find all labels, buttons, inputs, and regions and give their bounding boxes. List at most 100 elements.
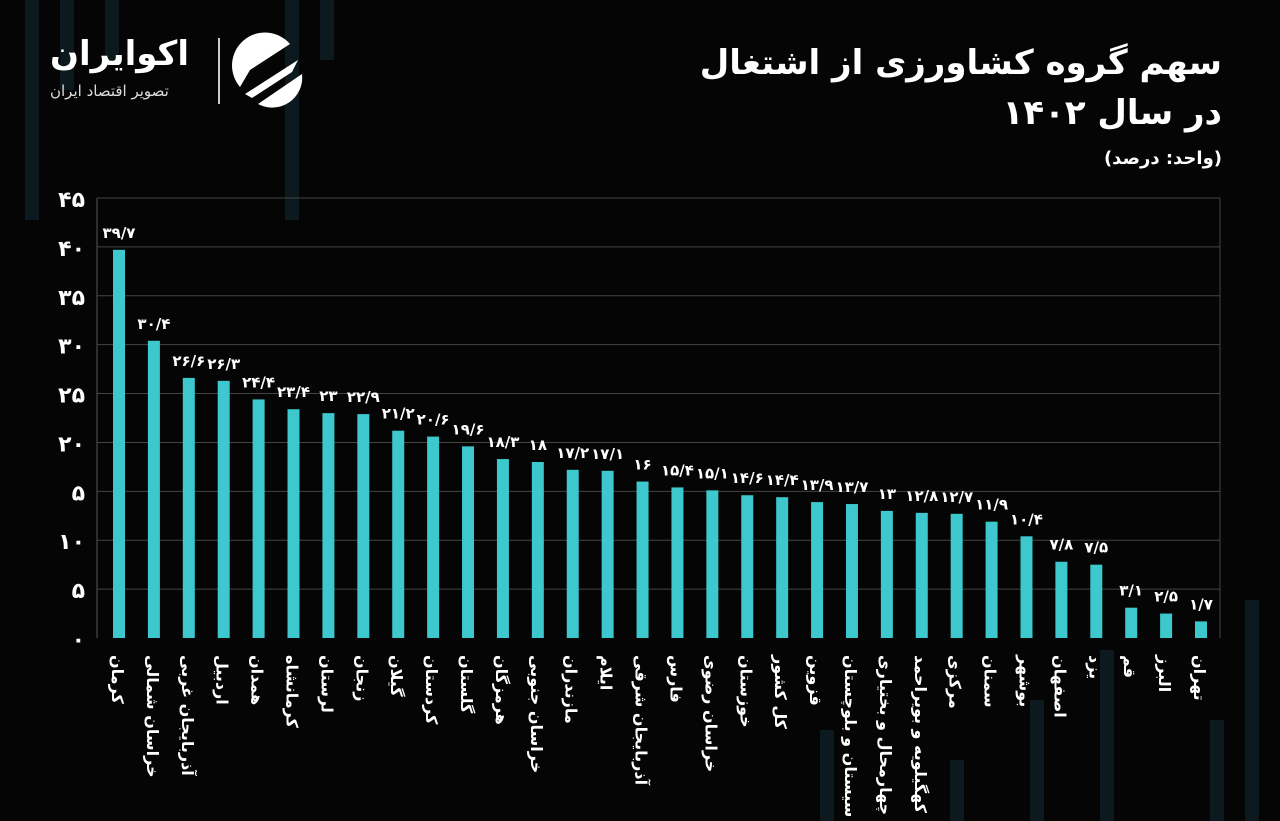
data-label: ۱۵/۴	[661, 461, 694, 479]
data-label: ۳۹/۷	[103, 224, 136, 242]
bar	[985, 521, 998, 638]
data-label: ۲۴/۴	[242, 373, 275, 391]
data-label: ۲۶/۳	[207, 355, 240, 373]
category-label: همدان	[247, 655, 267, 706]
bar	[776, 497, 789, 638]
bar	[531, 462, 544, 638]
category-label: تهران	[1190, 655, 1209, 701]
background-bar	[105, 0, 119, 60]
data-label: ۷/۸	[1049, 536, 1073, 554]
category-label: خراسان شمالی	[142, 655, 162, 778]
category-label: لرستان	[317, 655, 337, 713]
category-label: آذربایجان شرقی	[631, 655, 651, 786]
data-label: ۳۰/۴	[137, 315, 170, 333]
bar	[950, 513, 963, 638]
data-label: ۱۵/۱	[696, 464, 729, 482]
category-label: کرمان	[108, 655, 127, 704]
background-bar	[1245, 600, 1259, 821]
data-label: ۱۹/۶	[452, 420, 485, 438]
background-bar	[320, 0, 334, 60]
category-label: سیستان و بلوچستان	[840, 655, 860, 818]
bar	[636, 481, 649, 638]
category-label: کهگیلویه و بویراحمد	[910, 655, 930, 814]
data-label: ۲۶/۶	[172, 352, 205, 370]
bar	[217, 380, 230, 638]
background-bar	[60, 0, 74, 90]
data-label: ۱۲/۸	[905, 487, 938, 505]
category-label: چهارمحال و بختیاری	[875, 655, 895, 816]
data-label: ۱۲/۷	[940, 488, 973, 506]
background-bar	[25, 0, 39, 220]
bar	[880, 510, 893, 638]
bar	[741, 495, 754, 638]
y-tick-label: ۳۵	[58, 286, 85, 311]
category-label: بوشهر	[1015, 655, 1035, 708]
category-label: کرمانشاه	[282, 655, 302, 728]
category-label: سمنان	[980, 655, 1000, 708]
bar	[915, 512, 928, 638]
category-label: کل کشور	[771, 655, 791, 729]
bar	[566, 469, 579, 638]
bar	[496, 459, 509, 638]
y-tick-label: ۲۵	[58, 384, 85, 409]
data-label: ۲۳	[319, 387, 337, 405]
data-label: ۳/۱	[1119, 582, 1143, 600]
data-label: ۱/۷	[1189, 595, 1213, 613]
y-tick-label: ۰	[72, 628, 85, 653]
bar	[1160, 613, 1173, 638]
data-label: ۱۰/۴	[1010, 510, 1043, 528]
data-label: ۱۸	[529, 436, 547, 454]
bar	[1090, 564, 1103, 638]
background-bar	[1030, 700, 1044, 821]
chart-title-line-2: در سال ۱۴۰۲	[1002, 93, 1222, 133]
bar	[147, 340, 160, 638]
background-bar	[1100, 650, 1114, 821]
brand-name: اکوایران	[50, 34, 189, 74]
category-label: اردبیل	[212, 655, 232, 705]
y-tick-label: ۵	[72, 579, 85, 604]
category-label: آذربایجان غربی	[177, 655, 197, 776]
data-label: ۱۴/۶	[731, 469, 764, 487]
category-label: ایلام	[596, 655, 616, 691]
bar	[182, 377, 195, 638]
category-label: خوزستان	[736, 655, 756, 728]
data-label: ۱۳/۷	[835, 478, 868, 496]
bar	[392, 430, 405, 638]
category-label: هرمزگان	[491, 655, 511, 725]
data-label: ۱۴/۴	[766, 471, 799, 489]
chart-title: سهم گروه کشاورزی از اشتغال در سال ۱۴۰۲	[622, 38, 1222, 138]
data-label: ۱۷/۲	[556, 444, 589, 462]
bar	[601, 470, 614, 638]
data-label: ۱۳	[878, 485, 896, 503]
data-label: ۱۳/۹	[801, 476, 834, 494]
y-tick-label: ۳۰	[58, 335, 85, 360]
data-label: ۲۱/۲	[382, 405, 415, 423]
category-label: زنجان	[352, 655, 372, 702]
data-label: ۲۳/۴	[277, 383, 310, 401]
bar	[671, 487, 684, 638]
bar	[1125, 607, 1138, 638]
bar	[1055, 561, 1068, 638]
background-bar	[950, 760, 964, 821]
category-label: قزوین	[806, 655, 826, 706]
category-label: گیلان	[387, 655, 407, 697]
bar	[287, 409, 300, 638]
data-label: ۲۲/۹	[347, 388, 380, 406]
category-label: اصفهان	[1050, 655, 1070, 718]
bar	[357, 414, 370, 638]
category-label: مرکزی	[945, 655, 965, 709]
background-bar	[285, 0, 299, 220]
y-tick-label: ۴۰	[58, 237, 85, 262]
bar	[811, 502, 824, 638]
brand-logo: اکوایران تصویر اقتصاد ایران	[40, 30, 330, 110]
brand-mark-icon	[232, 32, 303, 108]
background-bar	[820, 730, 834, 821]
data-label: ۱۶	[633, 456, 651, 474]
y-tick-label: ۲۰	[58, 432, 85, 457]
background-bar	[1210, 720, 1224, 821]
bar	[252, 399, 265, 638]
y-tick-label: ۵	[72, 481, 85, 506]
y-tick-label: ۴۵	[58, 188, 85, 213]
data-label: ۱۱/۹	[975, 496, 1008, 514]
